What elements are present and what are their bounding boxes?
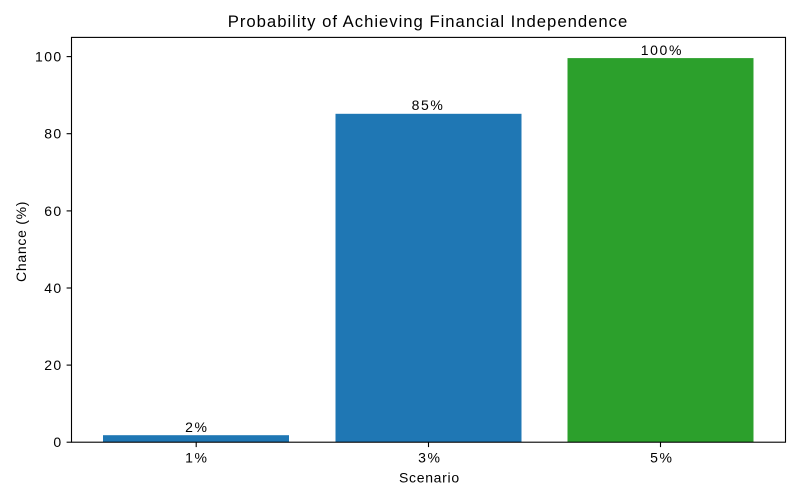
svg-text:Probability of Achieving Finan: Probability of Achieving Financial Indep…	[228, 12, 628, 31]
svg-text:Chance (%): Chance (%)	[13, 201, 29, 282]
svg-text:85%: 85%	[412, 97, 445, 113]
svg-text:60: 60	[44, 203, 62, 219]
svg-text:20: 20	[44, 357, 62, 373]
svg-text:80: 80	[44, 126, 62, 142]
svg-text:5%: 5%	[650, 449, 673, 465]
svg-text:Scenario: Scenario	[399, 469, 460, 485]
svg-text:2%: 2%	[185, 419, 208, 435]
svg-text:100: 100	[35, 49, 63, 65]
svg-text:40: 40	[44, 280, 62, 296]
svg-text:3%: 3%	[418, 449, 441, 465]
svg-text:0: 0	[53, 434, 62, 450]
svg-text:100%: 100%	[641, 42, 683, 58]
svg-text:1%: 1%	[185, 449, 208, 465]
